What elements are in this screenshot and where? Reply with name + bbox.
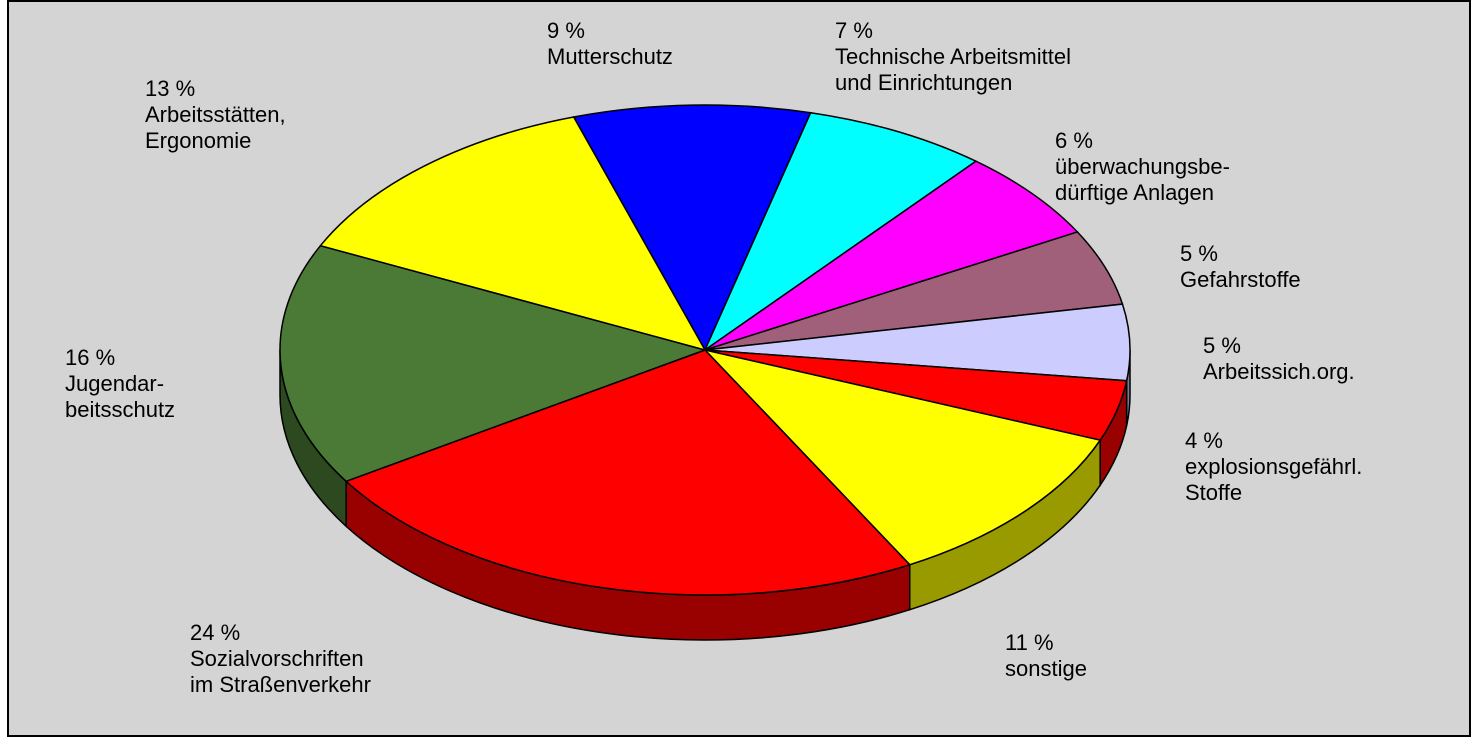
value-label: 11 % — [1005, 630, 1054, 655]
slice — [702, 348, 1102, 566]
category-label: explosionsgefährl. Stoffe — [1185, 454, 1362, 505]
slice — [319, 116, 707, 352]
value-label: 4 % — [1185, 428, 1223, 453]
slice — [344, 349, 912, 596]
slice — [572, 104, 812, 352]
value-label: 13 % — [145, 76, 195, 101]
value-label: 16 % — [65, 345, 115, 370]
slice — [279, 244, 708, 483]
category-label: sonstige — [1005, 656, 1087, 681]
category-label: Jugendar-beitsschutz — [65, 371, 175, 422]
value-label: 24 % — [190, 620, 240, 645]
category-label: Mutterschutz — [547, 44, 673, 69]
slice — [703, 111, 978, 353]
value-label: 5 % — [1203, 333, 1241, 358]
category-label: Technische Arbeitsmittel und Einrichtunge… — [835, 44, 1071, 95]
value-label: 7 % — [835, 18, 873, 43]
value-label: 6 % — [1055, 128, 1093, 153]
category-label: Gefahrstoffe — [1180, 267, 1301, 292]
category-label: Sozialvorschriften im Straßenverkehr — [190, 646, 371, 697]
value-label: 5 % — [1180, 241, 1218, 266]
category-label: überwachungsbe-dürftige Anlagen — [1055, 154, 1230, 205]
category-label: Arbeitssich.org. — [1203, 359, 1355, 384]
slice — [704, 160, 1079, 351]
category-label: Arbeitsstätten, Ergonomie — [145, 102, 286, 153]
value-label: 9 % — [547, 18, 585, 43]
